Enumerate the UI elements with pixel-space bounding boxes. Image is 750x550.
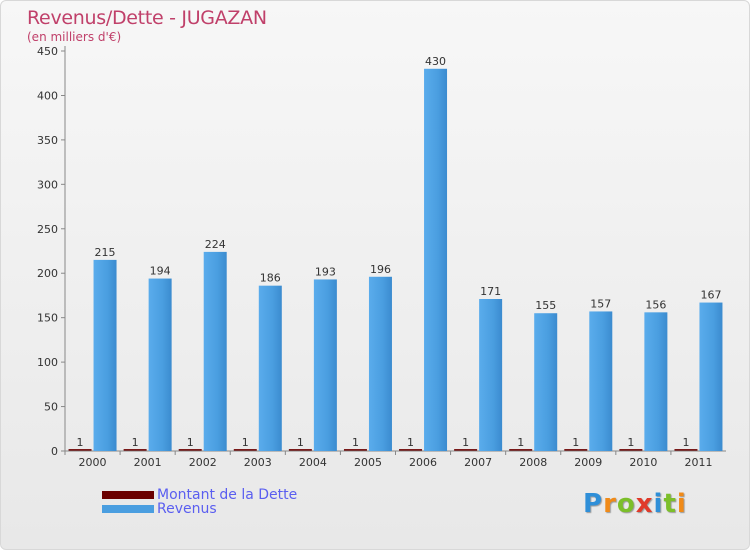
bar-dette bbox=[399, 449, 423, 451]
proxiti-logo: Proxiti bbox=[583, 489, 687, 519]
bar-dette bbox=[288, 449, 312, 451]
data-label-dette: 1 bbox=[187, 436, 194, 449]
data-label-dette: 1 bbox=[627, 436, 634, 449]
x-tick-label: 2005 bbox=[354, 456, 382, 469]
data-label-revenus: 186 bbox=[260, 272, 281, 285]
y-tick-label: 250 bbox=[37, 223, 58, 236]
y-tick-label: 350 bbox=[37, 134, 58, 147]
bar-revenus bbox=[258, 285, 282, 451]
x-tick-label: 2008 bbox=[519, 456, 547, 469]
chart-title: Revenus/Dette - JUGAZAN bbox=[27, 7, 267, 29]
bar-dette bbox=[178, 449, 202, 451]
y-tick-label: 200 bbox=[37, 267, 58, 280]
data-label-revenus: 430 bbox=[425, 55, 446, 68]
data-label-revenus: 155 bbox=[535, 299, 556, 312]
y-tick-label: 0 bbox=[51, 445, 58, 458]
bar-revenus bbox=[644, 312, 668, 451]
bar-revenus bbox=[699, 302, 723, 451]
data-label-revenus: 156 bbox=[645, 298, 666, 311]
data-label-dette: 1 bbox=[462, 436, 469, 449]
logo-letter: o bbox=[616, 489, 636, 519]
bar-dette bbox=[509, 449, 533, 451]
bar-dette bbox=[619, 449, 643, 451]
x-tick-label: 2007 bbox=[464, 456, 492, 469]
x-tick-label: 2000 bbox=[79, 456, 107, 469]
bar-revenus bbox=[93, 259, 117, 451]
data-label-revenus: 193 bbox=[315, 265, 336, 278]
legend-swatch-dette bbox=[102, 491, 154, 499]
y-tick-label: 450 bbox=[37, 45, 58, 58]
y-tick-label: 400 bbox=[37, 89, 58, 102]
data-label-dette: 1 bbox=[407, 436, 414, 449]
bar-revenus bbox=[479, 299, 503, 451]
y-tick-label: 300 bbox=[37, 178, 58, 191]
bar-revenus bbox=[368, 276, 392, 451]
x-tick-label: 2010 bbox=[629, 456, 657, 469]
x-tick-label: 2002 bbox=[189, 456, 217, 469]
bar-revenus bbox=[313, 279, 337, 451]
data-label-revenus: 215 bbox=[95, 246, 116, 259]
legend-item-revenus: Revenus bbox=[102, 501, 217, 517]
x-tick-label: 2006 bbox=[409, 456, 437, 469]
x-tick-label: 2004 bbox=[299, 456, 327, 469]
y-tick-label: 150 bbox=[37, 312, 58, 325]
y-tick-label: 50 bbox=[44, 401, 58, 414]
bar-revenus bbox=[148, 278, 172, 451]
bar-revenus bbox=[203, 251, 227, 451]
logo-letter: i bbox=[653, 489, 664, 519]
bar-dette bbox=[343, 449, 367, 451]
data-label-revenus: 171 bbox=[480, 285, 501, 298]
x-tick-label: 2003 bbox=[244, 456, 272, 469]
data-label-dette: 1 bbox=[517, 436, 524, 449]
logo-letter: i bbox=[676, 489, 687, 519]
data-label-revenus: 196 bbox=[370, 263, 391, 276]
bar-dette bbox=[674, 449, 698, 451]
bar-revenus bbox=[424, 68, 448, 452]
data-label-revenus: 194 bbox=[150, 265, 171, 278]
data-label-dette: 1 bbox=[352, 436, 359, 449]
data-label-dette: 1 bbox=[572, 436, 579, 449]
x-tick-label: 2001 bbox=[134, 456, 162, 469]
bar-revenus bbox=[589, 311, 613, 451]
logo-letter: x bbox=[635, 489, 654, 519]
x-tick-label: 2009 bbox=[574, 456, 602, 469]
legend-item-dette: Montant de la Dette bbox=[102, 487, 297, 503]
bar-dette bbox=[454, 449, 478, 451]
y-tick-label: 100 bbox=[37, 356, 58, 369]
legend-swatch-revenus bbox=[102, 505, 154, 513]
bar-dette bbox=[68, 449, 92, 451]
data-label-dette: 1 bbox=[297, 436, 304, 449]
chart-subtitle: (en milliers d'€) bbox=[27, 30, 122, 44]
data-label-dette: 1 bbox=[682, 436, 689, 449]
logo-letter: r bbox=[603, 489, 617, 519]
data-label-revenus: 157 bbox=[590, 297, 611, 310]
bar-revenus bbox=[534, 313, 558, 451]
data-label-dette: 1 bbox=[242, 436, 249, 449]
bar-dette bbox=[564, 449, 588, 451]
legend-label-revenus: Revenus bbox=[157, 501, 217, 517]
data-label-revenus: 224 bbox=[205, 238, 226, 251]
legend-label-dette: Montant de la Dette bbox=[157, 487, 298, 503]
bar-dette bbox=[233, 449, 257, 451]
data-label-dette: 1 bbox=[132, 436, 139, 449]
logo-letter: t bbox=[663, 489, 677, 519]
data-label-revenus: 167 bbox=[700, 289, 721, 302]
data-label-dette: 1 bbox=[77, 436, 84, 449]
x-tick-label: 2011 bbox=[684, 456, 712, 469]
logo-letter: P bbox=[583, 489, 604, 519]
bar-dette bbox=[123, 449, 147, 451]
